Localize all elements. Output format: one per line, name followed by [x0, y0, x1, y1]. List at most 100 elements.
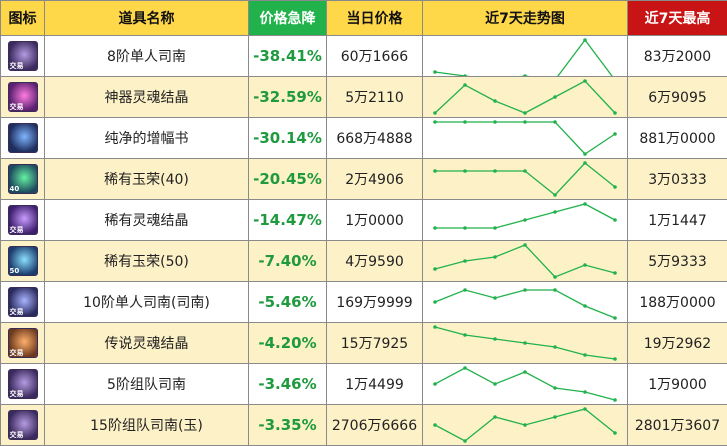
- trend-point: [613, 185, 617, 189]
- trend-point: [493, 337, 497, 341]
- trend-point: [433, 300, 437, 304]
- icon-cell: 交易: [1, 364, 45, 405]
- trend-point: [553, 193, 557, 197]
- column-header-drop[interactable]: 价格急降: [249, 1, 327, 36]
- current-price: 5万2110: [327, 77, 423, 118]
- trend-point: [583, 79, 587, 83]
- column-header-icon[interactable]: 图标: [1, 1, 45, 36]
- trend-point: [463, 439, 467, 443]
- column-header-max[interactable]: 近7天最高: [628, 1, 727, 36]
- current-price: 60万1666: [327, 36, 423, 77]
- trend-point: [553, 288, 557, 292]
- trend-point: [523, 341, 527, 345]
- trend-point: [583, 304, 587, 308]
- item-name[interactable]: 传说灵魂结晶: [45, 323, 249, 364]
- trend-point: [463, 366, 467, 370]
- item-name[interactable]: 纯净的增幅书: [45, 118, 249, 159]
- trend-point: [583, 353, 587, 357]
- trend-point: [553, 386, 557, 390]
- icon-tradable-tag: 交易: [10, 390, 24, 398]
- price-drop-percent: -7.40%: [249, 241, 327, 282]
- rare-soul-crystal-icon: 交易: [8, 205, 38, 235]
- seven-day-high: 881万0000: [628, 118, 727, 159]
- trend-point: [613, 316, 617, 320]
- trend-line: [435, 163, 615, 195]
- trend-sparkline: [423, 364, 628, 404]
- trend-point: [523, 120, 527, 124]
- current-price: 15万7925: [327, 323, 423, 364]
- trend-point: [583, 38, 587, 42]
- trend-point: [463, 259, 467, 263]
- current-price: 1万0000: [327, 200, 423, 241]
- column-header-trend[interactable]: 近7天走势图: [423, 1, 628, 36]
- item-15-party-compass-icon: 交易: [8, 410, 38, 440]
- trend-cell: [423, 323, 628, 364]
- trend-line: [435, 290, 615, 318]
- price-drop-percent: -5.46%: [249, 282, 327, 323]
- seven-day-high: 3万0333: [628, 159, 727, 200]
- trend-cell: [423, 36, 628, 77]
- item-name[interactable]: 稀有玉荣(40): [45, 159, 249, 200]
- trend-point: [433, 226, 437, 230]
- trend-point: [433, 325, 437, 329]
- seven-day-high: 83万2000: [628, 36, 727, 77]
- seven-day-high: 6万9095: [628, 77, 727, 118]
- trend-sparkline: [423, 282, 628, 322]
- trend-point: [463, 333, 467, 337]
- trend-point: [433, 267, 437, 271]
- trend-point: [583, 161, 587, 165]
- trend-point: [583, 390, 587, 394]
- trend-point: [523, 423, 527, 427]
- trend-point: [493, 169, 497, 173]
- item-name[interactable]: 稀有玉荣(50): [45, 241, 249, 282]
- trend-point: [553, 95, 557, 99]
- trend-point: [583, 407, 587, 411]
- seven-day-high: 19万2962: [628, 323, 727, 364]
- trend-cell: [423, 364, 628, 405]
- item-name[interactable]: 5阶组队司南: [45, 364, 249, 405]
- trend-point: [433, 382, 437, 386]
- item-name[interactable]: 神器灵魂结晶: [45, 77, 249, 118]
- trend-point: [613, 357, 617, 361]
- icon-cell: 40: [1, 159, 45, 200]
- trend-point: [493, 255, 497, 259]
- price-drop-percent: -38.41%: [249, 36, 327, 77]
- table-header-row: 图标 道具名称 价格急降 当日价格 近7天走势图 近7天最高: [1, 1, 727, 36]
- seven-day-high: 188万0000: [628, 282, 727, 323]
- legend-soul-crystal-icon: 交易: [8, 328, 38, 358]
- trend-point: [433, 423, 437, 427]
- column-header-price[interactable]: 当日价格: [327, 1, 423, 36]
- column-header-name[interactable]: 道具名称: [45, 1, 249, 36]
- item-name[interactable]: 10阶单人司南(司南): [45, 282, 249, 323]
- trend-line: [435, 122, 615, 154]
- icon-cell: [1, 118, 45, 159]
- trend-point: [523, 243, 527, 247]
- trend-cell: [423, 405, 628, 446]
- trend-point: [613, 271, 617, 275]
- trend-point: [613, 218, 617, 222]
- item-name[interactable]: 8阶单人司南: [45, 36, 249, 77]
- trend-point: [433, 169, 437, 173]
- item-name[interactable]: 稀有灵魂结晶: [45, 200, 249, 241]
- icon-cell: 交易: [1, 323, 45, 364]
- seven-day-high: 1万9000: [628, 364, 727, 405]
- trend-cell: [423, 200, 628, 241]
- item-10-solo-compass-icon: 交易: [8, 287, 38, 317]
- rare-jade-50-icon: 50: [8, 246, 38, 276]
- current-price: 668万4888: [327, 118, 423, 159]
- trend-point: [493, 226, 497, 230]
- item-name[interactable]: 15阶组队司南(玉): [45, 405, 249, 446]
- trend-point: [613, 398, 617, 402]
- trend-point: [523, 218, 527, 222]
- icon-cell: 50: [1, 241, 45, 282]
